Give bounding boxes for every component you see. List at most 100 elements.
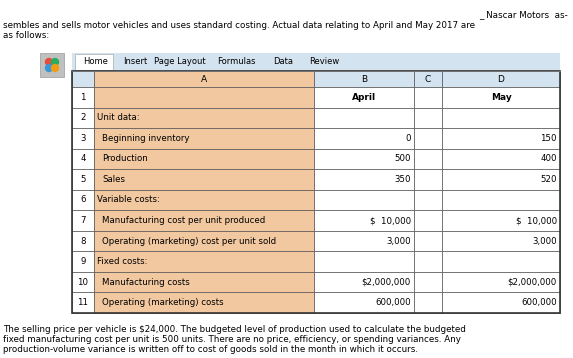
Text: 5: 5 bbox=[80, 175, 86, 184]
Bar bbox=[72, 169, 94, 190]
Text: 600,000: 600,000 bbox=[375, 298, 411, 307]
Bar bbox=[72, 87, 94, 107]
Bar bbox=[442, 87, 560, 107]
Text: 520: 520 bbox=[540, 175, 557, 184]
Bar bbox=[94, 251, 314, 272]
Text: Page Layout: Page Layout bbox=[154, 58, 206, 67]
Text: 3,000: 3,000 bbox=[386, 237, 411, 246]
Text: Production: Production bbox=[102, 154, 148, 163]
Text: 8: 8 bbox=[80, 237, 86, 246]
Bar bbox=[314, 128, 414, 149]
Bar bbox=[94, 169, 314, 190]
Bar bbox=[40, 53, 64, 77]
Bar bbox=[94, 149, 314, 169]
Text: 1: 1 bbox=[80, 93, 86, 102]
Bar bbox=[72, 190, 94, 210]
Bar bbox=[414, 169, 442, 190]
Text: 9: 9 bbox=[80, 257, 86, 266]
Bar bbox=[442, 169, 560, 190]
Text: 0: 0 bbox=[406, 134, 411, 143]
Text: 4: 4 bbox=[80, 154, 86, 163]
Text: C: C bbox=[425, 74, 431, 83]
Bar bbox=[94, 272, 314, 292]
Text: production-volume variance is written off to cost of goods sold in the month in : production-volume variance is written of… bbox=[3, 345, 418, 354]
Text: 7: 7 bbox=[80, 216, 86, 225]
Text: Unit data:: Unit data: bbox=[97, 113, 140, 122]
Bar bbox=[442, 71, 560, 87]
Bar bbox=[414, 272, 442, 292]
Bar bbox=[442, 272, 560, 292]
Bar bbox=[72, 292, 94, 313]
Bar bbox=[314, 190, 414, 210]
Text: Variable costs:: Variable costs: bbox=[97, 195, 160, 204]
Text: Manufacturing cost per unit produced: Manufacturing cost per unit produced bbox=[102, 216, 265, 225]
Text: Fixed costs:: Fixed costs: bbox=[97, 257, 147, 266]
Text: Beginning inventory: Beginning inventory bbox=[102, 134, 190, 143]
Bar bbox=[414, 190, 442, 210]
Bar bbox=[414, 71, 442, 87]
Circle shape bbox=[52, 64, 58, 72]
Bar bbox=[442, 210, 560, 231]
Text: Home: Home bbox=[84, 58, 108, 67]
Bar bbox=[72, 149, 94, 169]
Circle shape bbox=[52, 58, 58, 66]
Bar bbox=[72, 251, 94, 272]
Bar bbox=[414, 231, 442, 251]
Bar bbox=[72, 71, 94, 87]
Bar bbox=[314, 210, 414, 231]
Text: A: A bbox=[201, 74, 207, 83]
Text: Manufacturing costs: Manufacturing costs bbox=[102, 278, 190, 287]
Bar bbox=[314, 169, 414, 190]
Text: 11: 11 bbox=[77, 298, 88, 307]
Text: $  10,000: $ 10,000 bbox=[370, 216, 411, 225]
Bar bbox=[442, 292, 560, 313]
Bar bbox=[314, 231, 414, 251]
Bar bbox=[72, 272, 94, 292]
Bar bbox=[414, 251, 442, 272]
Bar bbox=[314, 251, 414, 272]
Bar bbox=[94, 292, 314, 313]
Circle shape bbox=[45, 58, 53, 66]
Text: 350: 350 bbox=[394, 175, 411, 184]
Bar bbox=[94, 190, 314, 210]
Bar bbox=[414, 128, 442, 149]
Text: Operating (marketing) costs: Operating (marketing) costs bbox=[102, 298, 223, 307]
Bar bbox=[94, 87, 314, 107]
Text: Formulas: Formulas bbox=[217, 58, 255, 67]
Bar bbox=[314, 107, 414, 128]
Bar bbox=[72, 128, 94, 149]
Bar bbox=[414, 292, 442, 313]
Bar bbox=[414, 210, 442, 231]
Text: 400: 400 bbox=[540, 154, 557, 163]
Bar bbox=[414, 149, 442, 169]
Text: 2: 2 bbox=[80, 113, 86, 122]
Text: May: May bbox=[490, 93, 511, 102]
Bar bbox=[414, 87, 442, 107]
Bar bbox=[72, 210, 94, 231]
Text: 150: 150 bbox=[540, 134, 557, 143]
Bar bbox=[314, 149, 414, 169]
Text: as follows:: as follows: bbox=[3, 31, 49, 40]
Bar bbox=[94, 107, 314, 128]
Text: _ Nascar Motors  as-: _ Nascar Motors as- bbox=[479, 10, 568, 19]
Text: The selling price per vehicle is $24,000. The budgeted level of production used : The selling price per vehicle is $24,000… bbox=[3, 325, 466, 334]
Text: 3,000: 3,000 bbox=[532, 237, 557, 246]
Text: 600,000: 600,000 bbox=[521, 298, 557, 307]
Text: April: April bbox=[352, 93, 376, 102]
Text: $2,000,000: $2,000,000 bbox=[508, 278, 557, 287]
Text: Operating (marketing) cost per unit sold: Operating (marketing) cost per unit sold bbox=[102, 237, 276, 246]
Bar bbox=[94, 71, 314, 87]
Bar bbox=[314, 292, 414, 313]
Text: $2,000,000: $2,000,000 bbox=[362, 278, 411, 287]
Bar bbox=[72, 53, 560, 71]
Bar bbox=[442, 231, 560, 251]
Text: Data: Data bbox=[273, 58, 293, 67]
Text: 6: 6 bbox=[80, 195, 86, 204]
Bar bbox=[94, 231, 314, 251]
Bar bbox=[442, 149, 560, 169]
Bar bbox=[75, 54, 113, 70]
Bar bbox=[314, 87, 414, 107]
Bar bbox=[414, 107, 442, 128]
Circle shape bbox=[45, 64, 53, 72]
Text: fixed manufacturing cost per unit is 500 units. There are no price, efficiency, : fixed manufacturing cost per unit is 500… bbox=[3, 335, 461, 344]
